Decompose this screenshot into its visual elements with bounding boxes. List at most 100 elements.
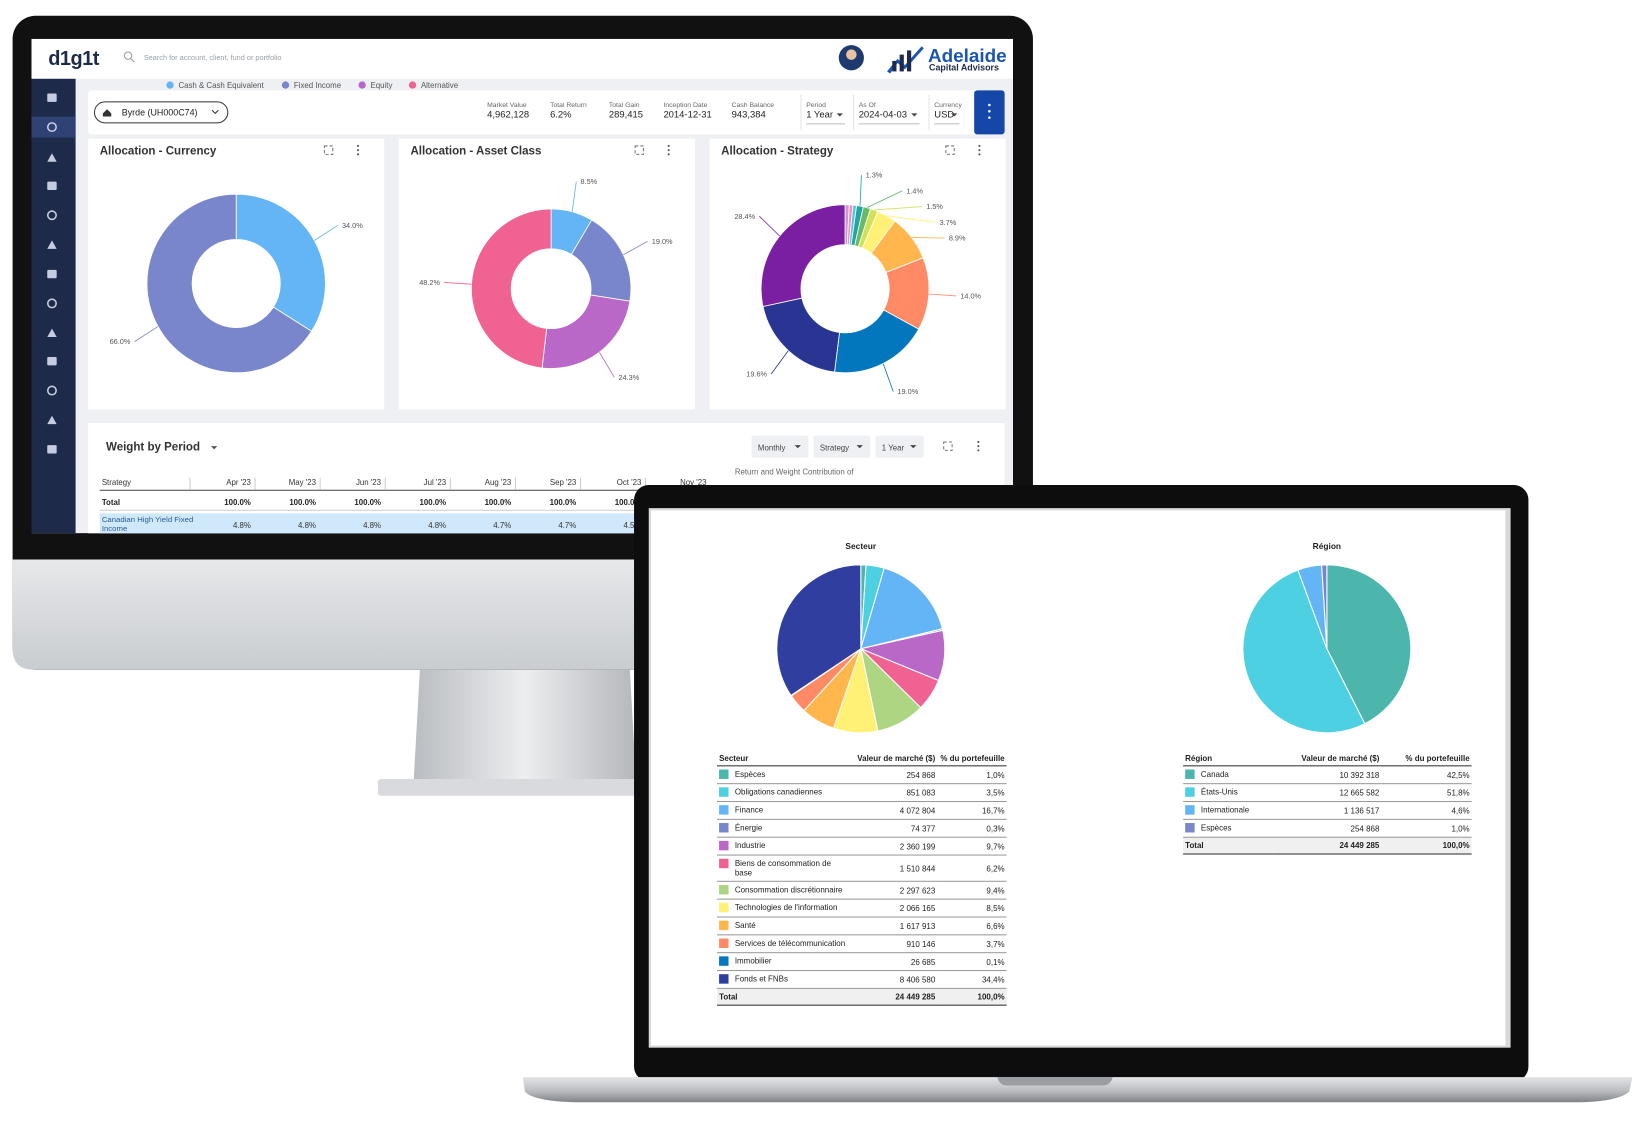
cell: 9,4% [937, 881, 1007, 900]
data-label: 8.9% [949, 234, 966, 243]
row-name: Internationale [1200, 805, 1250, 815]
caret [910, 445, 917, 449]
cell: 254 868 [1273, 819, 1382, 838]
selector-label: Currency [934, 102, 962, 109]
data-label: 34.0% [342, 221, 363, 230]
cell: Fonds et FNBs [716, 970, 855, 989]
sector-table: Secteur Valeur de marché ($)% du portefeu… [716, 751, 1007, 1006]
cell: Espèces [1183, 819, 1274, 838]
leader-line [444, 282, 472, 285]
brand-name: Adelaide [928, 46, 1007, 67]
brand-bar [899, 54, 904, 72]
column-header: Sep '23 [550, 478, 577, 487]
leader-line [314, 224, 339, 241]
card-title: Weight by Period [106, 441, 200, 453]
table: Région Valeur de marché ($)% du portefeui… [1183, 751, 1472, 855]
avatar-face [846, 49, 857, 60]
cell: 9,7% [937, 837, 1007, 856]
swatch [1185, 805, 1195, 815]
chart-title: Allocation - Currency [100, 145, 217, 157]
menu-dot [988, 110, 991, 113]
selector-value[interactable]: 2024-04-03 [859, 110, 907, 121]
table-row: Santé 1 617 913 6,6% [716, 916, 1007, 936]
row-name: Consommation discrétionnaire [734, 884, 843, 895]
caret [856, 445, 863, 449]
legend-dot [281, 81, 290, 89]
expand-icon[interactable] [945, 145, 955, 155]
table-row: Finance 4 072 804 16,7% [716, 801, 1007, 820]
chart-title: Allocation - Strategy [721, 145, 834, 157]
data-label: 19.0% [897, 387, 918, 396]
monitor-stand [413, 669, 637, 783]
row-name: Immobilier [734, 956, 772, 966]
nav-icon [46, 385, 57, 396]
swatch [719, 938, 729, 948]
more-dot [978, 153, 981, 156]
brand-bar [906, 50, 912, 72]
account-selector[interactable] [93, 101, 229, 124]
pie-slice [1242, 569, 1366, 734]
expand-icon[interactable] [943, 441, 953, 451]
cell: 4.8% [363, 521, 381, 530]
total-cell: 100.0% [224, 498, 251, 507]
data-label: 19.6% [746, 370, 767, 379]
control[interactable] [875, 435, 924, 458]
cell: 1 510 844 [854, 855, 938, 882]
cell: 10 392 318 [1273, 765, 1382, 785]
swatch [719, 956, 729, 966]
expand-icon[interactable] [323, 145, 334, 155]
cell: 1,0% [937, 765, 1007, 785]
cell: États-Unis [1183, 783, 1274, 803]
expand-icon[interactable] [634, 145, 645, 155]
row-name: Fonds et FNBs [734, 974, 788, 984]
search-icon [123, 51, 133, 60]
brand-tagline: Capital Advisors [929, 62, 999, 72]
chart-title: Région [1313, 541, 1341, 551]
more-dot [667, 144, 670, 148]
header-row: Région Valeur de marché ($)% du portefeui… [1183, 751, 1472, 767]
more-dot [978, 144, 981, 148]
cell: 34,4% [937, 970, 1007, 989]
table-row: Technologies de l'information 2 066 165 8,… [716, 899, 1007, 918]
leader-line [859, 175, 862, 207]
column-header: Nov '23 [680, 478, 707, 487]
control-label: Monthly [758, 443, 786, 452]
cell: 4.5% [623, 521, 641, 530]
nav-icon [47, 445, 57, 454]
legend-dot [166, 81, 174, 89]
column-header: Valeur de marché ($) [854, 751, 938, 767]
swatch [719, 787, 729, 797]
control[interactable] [813, 435, 871, 458]
column-header: Jun '23 [356, 478, 382, 487]
swatch [719, 902, 729, 913]
control[interactable] [751, 435, 809, 458]
row-name: Technologies de l'information [734, 902, 838, 913]
total-cell: 100.0% [485, 498, 512, 507]
caret [951, 113, 958, 117]
table-row: Fonds et FNBs 8 406 580 34,4% [716, 970, 1007, 989]
legend-label: Alternative [421, 81, 459, 90]
cell: Immobilier [716, 952, 855, 972]
monitor-foot [377, 778, 643, 796]
selector-value[interactable]: 1 Year [806, 110, 833, 121]
table-row: Services de télécommunication 910 146 3,7% [716, 934, 1007, 954]
column-header: May '23 [289, 478, 317, 487]
cell: 2 066 165 [854, 899, 938, 918]
total-cell: 100.0% [354, 498, 381, 507]
total-cell: Total [716, 988, 855, 1006]
data-label: 14.0% [960, 292, 981, 301]
nav-icon [47, 328, 57, 338]
table-row: Énergie 74 377 0,3% [716, 819, 1007, 838]
data-label: 24.3% [618, 373, 639, 382]
table-row: Obligations canadiennes 851 083 3,5% [716, 783, 1007, 803]
row-name-area: Canadian High Yield Fixed Income [102, 514, 193, 533]
donut-slice [146, 193, 313, 374]
header-row: Secteur Valeur de marché ($)% du portefeu… [716, 751, 1007, 767]
table-row: Espèces 254 868 1,0% [1183, 819, 1472, 838]
cell: 1 617 913 [854, 916, 938, 936]
row-highlight [99, 513, 735, 534]
cell: Santé [716, 916, 855, 936]
selector-value[interactable]: USD [934, 110, 954, 121]
row-name: Énergie [734, 823, 763, 833]
